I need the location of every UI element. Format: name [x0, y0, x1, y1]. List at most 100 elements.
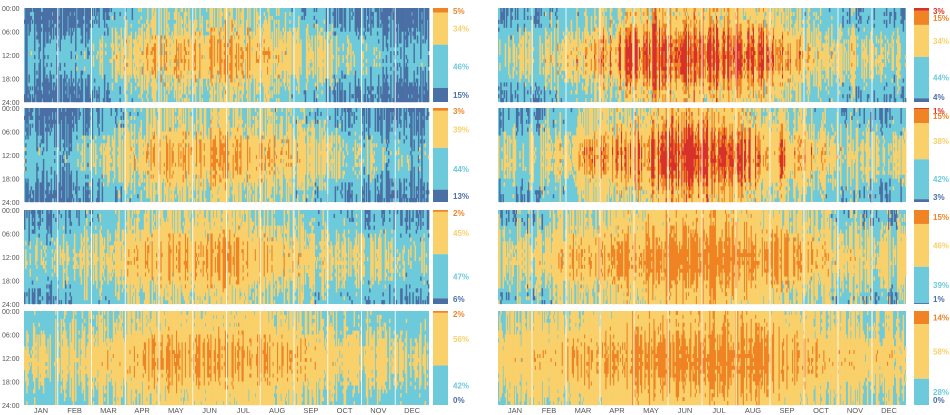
heatmap-cell [234, 98, 237, 103]
heatmap-cell [683, 94, 686, 99]
heatmap-cell [224, 90, 227, 95]
heatmap-cell [336, 186, 339, 191]
heatmap-cell [663, 39, 665, 44]
heatmap-cell [86, 108, 88, 124]
heatmap-cell [296, 369, 299, 374]
heatmap-cell [48, 8, 50, 20]
heatmap-cell [118, 35, 120, 40]
heatmap-cell [65, 8, 67, 36]
heatmap-cell [400, 401, 402, 406]
heatmap-cell [598, 8, 601, 40]
heatmap-cell [213, 311, 216, 351]
heatmap-cell [218, 78, 220, 83]
heatmap-cell [542, 66, 545, 75]
heatmap-cell [194, 365, 197, 374]
heatmap-cell [309, 39, 311, 64]
heatmap-cell [329, 249, 331, 254]
heatmap-cell [229, 210, 231, 230]
heatmap-cell [314, 35, 317, 75]
heatmap-cell [198, 249, 200, 254]
heatmap-cell [112, 358, 115, 406]
heatmap-cell [150, 170, 152, 175]
heatmap-cell [152, 58, 155, 64]
heatmap-cell [203, 58, 206, 79]
share-label-dark_blue: 13% [453, 192, 469, 201]
heatmap-cell [235, 147, 238, 152]
heatmap-cell [291, 8, 293, 13]
heatmap-cell [221, 354, 223, 359]
heatmap-cell [65, 78, 67, 83]
heatmap-cell [427, 284, 430, 289]
heatmap-cell [262, 55, 265, 87]
heatmap-cell [346, 151, 349, 156]
heatmap-cell [646, 90, 649, 95]
heatmap-cell [586, 62, 588, 67]
heatmap-cell [116, 108, 118, 117]
heatmap-cell [40, 90, 43, 103]
heatmap-cell [367, 8, 370, 24]
heatmap-cell [146, 318, 148, 323]
heatmap-cell [76, 260, 78, 266]
heatmap-cell [332, 361, 334, 367]
heatmap-cell [264, 373, 267, 378]
heatmap-cell [157, 369, 159, 378]
heatmap-cell [215, 170, 218, 175]
heatmap-cell [232, 90, 235, 95]
heatmap-cell [300, 361, 302, 367]
heatmap-cell [53, 241, 56, 246]
heatmap-cell [644, 47, 646, 52]
heatmap-cell [421, 8, 423, 13]
heatmap-cell [372, 86, 374, 91]
heatmap-cell [112, 55, 115, 60]
heatmap-cell [242, 241, 245, 246]
heatmap-cell [127, 369, 129, 374]
heatmap-cell [46, 210, 48, 230]
heatmap-cell [242, 70, 245, 79]
heatmap-cell [386, 82, 389, 103]
heatmap-cell [218, 326, 220, 382]
heatmap-cell [198, 135, 200, 140]
heatmap-cell [311, 108, 313, 113]
heatmap-cell [62, 166, 65, 203]
heatmap-cell [673, 8, 675, 13]
heatmap-cell [334, 90, 337, 103]
heatmap-cell [357, 330, 360, 394]
heatmap-cell [213, 66, 216, 103]
heatmap-cell [396, 108, 399, 128]
heatmap-cell [667, 82, 670, 87]
heatmap-cell [24, 115, 26, 120]
heatmap-cell [186, 139, 188, 144]
heatmap-cell [281, 237, 283, 293]
heatmap-cell [38, 322, 40, 327]
heatmap-cell [570, 55, 573, 83]
heatmap-cell [416, 108, 419, 117]
heatmap-cell [656, 43, 659, 48]
heatmap-cell [650, 39, 652, 44]
heatmap-cell [292, 253, 294, 262]
heatmap-cell [550, 55, 553, 64]
heatmap-cell [151, 311, 154, 335]
heatmap-cell [108, 15, 110, 20]
heatmap-cell [25, 8, 27, 103]
heatmap-cell [71, 31, 74, 36]
heatmap-cell [675, 62, 678, 67]
heatmap-cell [305, 27, 308, 79]
heatmap-cell [222, 31, 225, 36]
heatmap-cell [671, 47, 673, 56]
heatmap-cell [136, 210, 138, 215]
heatmap-cell [26, 8, 28, 103]
heatmap-cell [113, 401, 116, 406]
heatmap-cell [201, 210, 203, 301]
heatmap-cell [247, 365, 249, 406]
heatmap-cell [75, 186, 77, 195]
heatmap-cell [410, 245, 412, 258]
heatmap-cell [221, 369, 223, 406]
heatmap-cell [98, 127, 100, 136]
heatmap-cell [252, 31, 255, 79]
heatmap-cell [192, 354, 195, 370]
heatmap-cell [163, 166, 166, 171]
heatmap-cell [300, 108, 302, 113]
heatmap-cell [55, 249, 57, 254]
heatmap-cell [376, 326, 379, 406]
heatmap-cell [647, 94, 650, 99]
